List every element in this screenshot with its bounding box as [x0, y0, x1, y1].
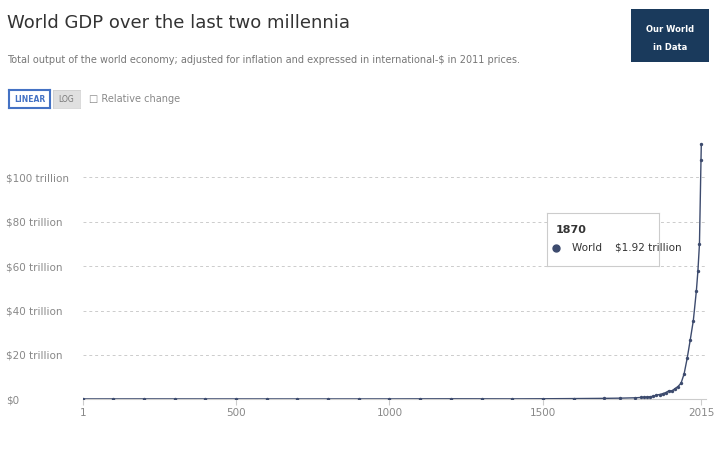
- Text: 1870: 1870: [556, 225, 587, 235]
- Point: [657, 390, 668, 397]
- Text: LOG: LOG: [58, 95, 74, 104]
- Text: World GDP over the last two millennia: World GDP over the last two millennia: [7, 14, 350, 32]
- Point: [168, 395, 180, 403]
- Point: [688, 317, 699, 324]
- Point: [672, 383, 684, 390]
- Point: [696, 156, 707, 163]
- Text: □ Relative change: □ Relative change: [89, 94, 180, 104]
- Point: [323, 395, 334, 403]
- Point: [445, 395, 456, 403]
- Point: [199, 395, 211, 403]
- Point: [568, 395, 580, 402]
- Point: [384, 395, 395, 403]
- Point: [693, 241, 705, 248]
- Point: [138, 395, 150, 403]
- Point: [77, 395, 89, 403]
- Point: [476, 395, 487, 403]
- Point: [692, 267, 703, 274]
- Point: [660, 389, 672, 396]
- Point: [506, 395, 518, 403]
- Point: [669, 385, 680, 392]
- Point: [685, 336, 696, 343]
- Point: [644, 393, 656, 400]
- Point: [635, 394, 647, 401]
- Point: [353, 395, 364, 403]
- Point: [654, 391, 665, 398]
- Point: [651, 392, 662, 399]
- Point: [614, 394, 626, 402]
- Point: [696, 140, 707, 148]
- Point: [261, 395, 272, 403]
- Point: [642, 393, 653, 401]
- Point: [648, 392, 660, 400]
- Point: [666, 387, 678, 395]
- Point: [107, 395, 119, 403]
- Text: LINEAR: LINEAR: [14, 95, 45, 104]
- Point: [230, 395, 242, 403]
- Point: [598, 395, 610, 402]
- Text: Our World: Our World: [647, 25, 694, 34]
- Point: [537, 395, 549, 403]
- Point: [681, 355, 693, 362]
- Text: Total output of the world economy; adjusted for inflation and expressed in inter: Total output of the world economy; adjus…: [7, 55, 521, 65]
- Point: [663, 387, 675, 395]
- Text: in Data: in Data: [653, 43, 688, 52]
- Point: [629, 394, 641, 402]
- Point: [675, 380, 687, 387]
- Point: [690, 287, 702, 294]
- Point: [415, 395, 426, 403]
- Point: [678, 370, 690, 377]
- Point: [292, 395, 303, 403]
- Point: [639, 393, 650, 401]
- Text: World    $1.92 trillion: World $1.92 trillion: [572, 243, 681, 253]
